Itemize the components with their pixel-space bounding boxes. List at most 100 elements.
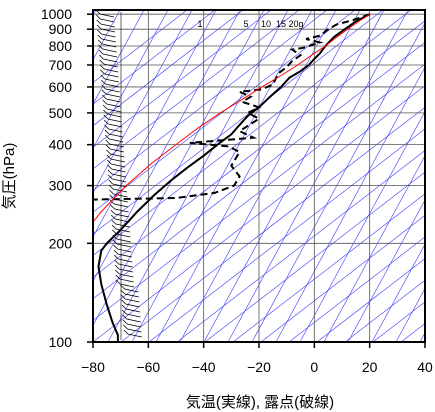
wind-barb-flag bbox=[111, 224, 117, 230]
dry-adiabat-line bbox=[93, 85, 425, 342]
wind-barb bbox=[104, 78, 119, 83]
wind-barb bbox=[119, 273, 134, 278]
wind-barb-flag bbox=[112, 239, 118, 245]
wind-barb bbox=[127, 323, 142, 328]
wind-barb-flag bbox=[97, 29, 102, 35]
wind-barb bbox=[112, 183, 127, 188]
wind-barb bbox=[117, 253, 132, 258]
wind-barb bbox=[126, 318, 141, 323]
mixing-ratio-line bbox=[107, 10, 289, 342]
wind-barb bbox=[110, 153, 125, 158]
wind-barb-flag bbox=[97, 39, 103, 45]
wind-barb-flag bbox=[113, 249, 119, 255]
wind-barb-flag bbox=[97, 34, 103, 40]
wind-barb-flag bbox=[106, 149, 111, 155]
y-tick-label: 300 bbox=[49, 178, 73, 194]
wind-barb bbox=[118, 258, 133, 263]
dry-adiabat-line bbox=[232, 193, 425, 342]
dry-adiabat-line bbox=[288, 236, 425, 342]
wind-barb-flag bbox=[103, 119, 109, 125]
wind-barb bbox=[109, 143, 124, 148]
wind-barb-flag bbox=[120, 294, 126, 300]
wind-barb bbox=[101, 33, 116, 38]
dry-adiabat-line bbox=[316, 258, 425, 342]
sounding-lines bbox=[93, 13, 371, 342]
wind-barb-flag bbox=[101, 89, 107, 95]
wind-barb-flag bbox=[123, 324, 128, 330]
mixing-ratio-line bbox=[93, 10, 241, 282]
wind-barb-flag bbox=[102, 94, 107, 100]
wind-barb-flag bbox=[109, 189, 114, 195]
wind-barb-flag bbox=[108, 179, 113, 185]
wind-barb bbox=[116, 233, 131, 238]
wind-barb bbox=[125, 298, 140, 303]
x-tick-label: −80 bbox=[81, 359, 105, 375]
dry-adiabat-line bbox=[429, 10, 435, 342]
x-axis-title: 気温(実線), 露点(破線) bbox=[186, 394, 334, 411]
wind-barb bbox=[108, 128, 123, 133]
wind-barb-flag bbox=[99, 64, 105, 70]
x-tick-label: 0 bbox=[310, 359, 318, 375]
wind-barb bbox=[110, 158, 125, 163]
wind-barb-flag bbox=[121, 304, 127, 310]
wind-barb-flag bbox=[109, 199, 115, 205]
wind-barb bbox=[111, 168, 126, 173]
x-tick-label: 20 bbox=[362, 359, 378, 375]
wind-barb-flag bbox=[122, 309, 127, 315]
wind-barb-flag bbox=[113, 254, 119, 260]
wind-barb-flag bbox=[105, 139, 110, 145]
dry-adiabat-line bbox=[93, 10, 300, 170]
wind-barb-flag bbox=[105, 134, 110, 140]
wind-barb-flag bbox=[108, 184, 114, 190]
wind-barb bbox=[114, 213, 129, 218]
mixing-ratio-line bbox=[419, 332, 425, 342]
y-tick-label: 500 bbox=[49, 105, 73, 121]
dry-adiabat-line bbox=[176, 150, 425, 342]
wind-barb bbox=[127, 328, 142, 333]
wind-barb-flag bbox=[110, 204, 115, 210]
mixing-ratio-label: 20g bbox=[288, 19, 303, 29]
wind-barb bbox=[102, 43, 117, 48]
mixing-ratio-line bbox=[93, 10, 193, 194]
x-tick-label: 40 bbox=[417, 359, 433, 375]
wind-barb-flag bbox=[100, 74, 106, 80]
wind-barb-flag bbox=[123, 329, 129, 335]
x-tick-label: −60 bbox=[136, 359, 160, 375]
mixing-ratio-line bbox=[93, 10, 265, 327]
wind-barb bbox=[99, 13, 115, 18]
wind-barb-flag bbox=[113, 244, 118, 250]
wind-barb bbox=[108, 123, 123, 128]
mixing-ratio-line bbox=[347, 199, 425, 342]
wind-barb bbox=[119, 278, 134, 283]
dewpoint-line bbox=[93, 13, 371, 201]
mixing-ratio-line bbox=[251, 22, 425, 342]
wind-barb-flag bbox=[115, 279, 121, 285]
wind-barb bbox=[124, 293, 139, 298]
y-tick-label: 600 bbox=[49, 79, 73, 95]
mixing-ratio-label: 1 bbox=[197, 19, 202, 29]
wind-barb-flag bbox=[105, 144, 111, 150]
wind-barb-flag bbox=[103, 109, 108, 115]
dry-adiabat-line bbox=[204, 171, 425, 342]
wind-barb-flag bbox=[96, 24, 102, 30]
wind-barb bbox=[107, 113, 122, 118]
wind-barb bbox=[106, 108, 122, 113]
wind-barb bbox=[120, 283, 135, 288]
wind-barb-flag bbox=[114, 259, 119, 265]
wind-barb-flag bbox=[115, 274, 121, 280]
wind-barb bbox=[125, 308, 141, 313]
wind-barb bbox=[102, 53, 118, 58]
wind-barb bbox=[105, 83, 120, 88]
y-tick-label: 700 bbox=[49, 57, 73, 73]
wind-barb-flag bbox=[98, 44, 103, 50]
wind-barb-flag bbox=[104, 129, 110, 135]
wind-barb-flag bbox=[120, 289, 126, 295]
wind-barb bbox=[127, 333, 142, 338]
wind-barb bbox=[106, 103, 121, 108]
mixing-ratio-line bbox=[93, 10, 169, 149]
wind-barb bbox=[112, 178, 127, 183]
wind-barb-flag bbox=[104, 124, 109, 130]
wind-barb-flag bbox=[115, 269, 120, 275]
